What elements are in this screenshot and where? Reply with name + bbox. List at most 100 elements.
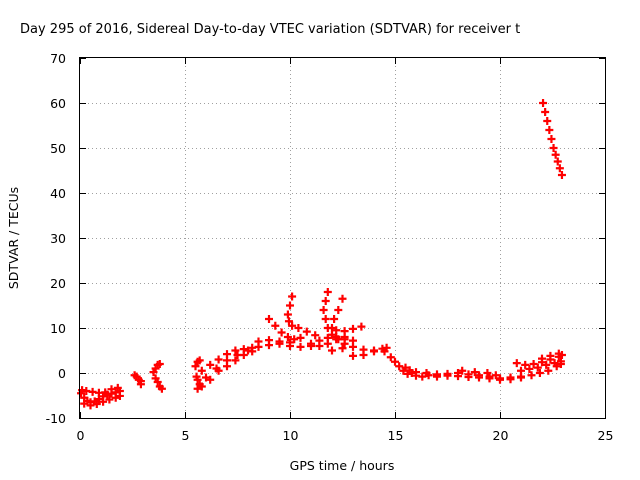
data-point <box>405 366 414 375</box>
data-point <box>349 351 357 360</box>
data-point <box>323 339 332 348</box>
data-point <box>549 144 558 152</box>
data-point <box>458 366 467 375</box>
data-point <box>265 336 273 345</box>
y-tick-label: 70 <box>50 51 66 66</box>
data-point <box>517 373 525 382</box>
data-point <box>157 384 166 393</box>
data-point <box>92 400 101 409</box>
data-point <box>546 351 555 360</box>
data-point <box>485 374 494 383</box>
y-axis-label: SDTVAR / TECUs <box>6 187 21 289</box>
data-point <box>286 301 294 310</box>
x-tick-label: 20 <box>493 428 509 443</box>
data-point <box>214 355 223 364</box>
data-point <box>206 375 215 384</box>
data-point <box>541 108 550 116</box>
y-tick-label: 60 <box>50 96 66 111</box>
data-point <box>340 339 349 348</box>
data-point <box>271 321 280 330</box>
data-point <box>517 366 525 375</box>
data-point <box>197 366 206 375</box>
data-point <box>323 288 332 296</box>
data-point <box>535 369 544 377</box>
data-point <box>382 343 391 352</box>
data-point <box>418 372 427 381</box>
data-point <box>105 395 114 404</box>
data-point <box>202 373 210 382</box>
data-point <box>296 333 305 342</box>
data-point <box>283 310 292 319</box>
y-tick-label: 40 <box>50 186 66 201</box>
data-point <box>395 362 404 371</box>
x-tick-label: 25 <box>598 428 614 443</box>
data-point <box>223 356 231 365</box>
x-tick-label: 15 <box>388 428 404 443</box>
axes: 0 5 10 15 20 25 -10 0 10 20 30 40 50 60 70 <box>46 51 614 443</box>
data-point <box>506 375 515 384</box>
data-point <box>391 357 399 366</box>
x-axis-label: GPS time / hours <box>290 458 395 473</box>
data-point <box>319 306 328 314</box>
data-point <box>401 363 410 372</box>
data-point <box>86 401 95 410</box>
data-point <box>231 356 240 365</box>
data-point <box>464 373 473 382</box>
data-point <box>212 364 221 373</box>
data-point <box>113 383 122 392</box>
data-point <box>527 371 536 380</box>
data-point <box>454 372 462 381</box>
data-point <box>433 372 441 381</box>
data-point <box>475 373 483 382</box>
data-point <box>107 385 116 394</box>
data-point <box>491 371 500 380</box>
data-point <box>193 384 202 393</box>
y-tick-label: 0 <box>58 366 66 381</box>
data-point <box>542 360 551 369</box>
data-point <box>338 294 347 303</box>
data-point <box>193 375 202 384</box>
data-point <box>538 354 546 363</box>
data-point <box>539 99 548 107</box>
y-tick-label: 30 <box>50 231 66 246</box>
data-point <box>545 126 554 134</box>
data-point <box>231 346 240 355</box>
data-point <box>195 356 204 365</box>
data-point <box>321 297 330 305</box>
data-point <box>338 344 347 353</box>
data-point <box>311 331 320 340</box>
data-point <box>422 369 431 377</box>
chart-title: Day 295 of 2016, Sidereal Day-to-day VTE… <box>20 22 520 37</box>
data-point <box>547 135 556 143</box>
data-point <box>296 342 305 351</box>
data-point <box>330 315 339 323</box>
data-point <box>349 342 357 351</box>
data-point <box>321 315 330 323</box>
data-point <box>370 347 378 356</box>
data-point <box>521 360 530 369</box>
data-point <box>99 397 108 406</box>
y-tick-label: 10 <box>50 321 66 336</box>
data-point <box>233 351 242 359</box>
data-point <box>552 362 561 371</box>
data-point <box>483 369 492 377</box>
data-point <box>544 366 553 375</box>
y-tick-label: 50 <box>50 141 66 156</box>
data-point <box>359 351 368 359</box>
data-point <box>244 346 252 355</box>
data-point <box>328 330 336 339</box>
data-point <box>277 328 286 337</box>
data-point <box>80 399 89 408</box>
data-point <box>302 327 311 336</box>
data-point <box>340 327 349 336</box>
data-point <box>239 345 248 354</box>
data-point <box>155 360 164 368</box>
y-tick-label: 20 <box>50 276 66 291</box>
data-point <box>197 382 206 391</box>
data-point <box>328 324 336 332</box>
data-point <box>332 326 341 335</box>
data-point <box>265 315 273 323</box>
y-tick-label: -10 <box>46 411 66 426</box>
data-point <box>111 393 120 402</box>
data-point <box>551 150 560 159</box>
